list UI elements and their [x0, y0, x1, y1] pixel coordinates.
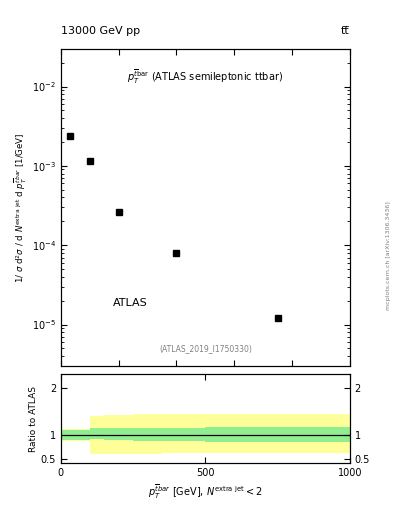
Text: mcplots.cern.ch [arXiv:1306.3436]: mcplots.cern.ch [arXiv:1306.3436]: [386, 202, 391, 310]
Text: tt̅: tt̅: [341, 26, 350, 36]
Y-axis label: 1/ $\sigma$ d$^2\sigma$ / d $N^{\rm extra\ jet}$ d $p_T^{\overline{t}bar{}}$ [1/: 1/ $\sigma$ d$^2\sigma$ / d $N^{\rm extr…: [13, 132, 29, 283]
Text: $p_T^{\overline{t}\rm bar}$ (ATLAS semileptonic ttbar): $p_T^{\overline{t}\rm bar}$ (ATLAS semil…: [127, 68, 283, 86]
Y-axis label: Ratio to ATLAS: Ratio to ATLAS: [29, 386, 38, 452]
Text: ATLAS: ATLAS: [113, 297, 148, 308]
Text: (ATLAS_2019_I1750330): (ATLAS_2019_I1750330): [159, 345, 252, 353]
X-axis label: $p_T^{\overline{t}bar{}}$ [GeV], $N^{\rm extra\ jet} < 2$: $p_T^{\overline{t}bar{}}$ [GeV], $N^{\rm…: [148, 482, 263, 501]
Text: 13000 GeV pp: 13000 GeV pp: [61, 26, 140, 36]
